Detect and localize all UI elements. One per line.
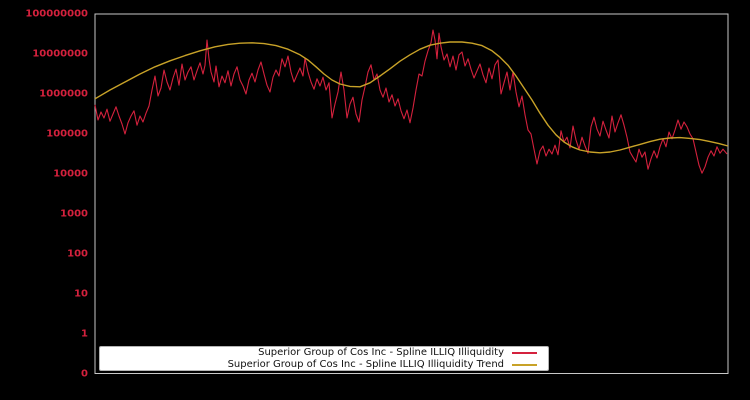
legend-entry-trend: Superior Group of Cos Inc - Spline ILLIQ… (228, 359, 537, 370)
legend-entry-illiquidity: Superior Group of Cos Inc - Spline ILLIQ… (258, 347, 537, 358)
legend-line-swatch-trend (512, 363, 537, 366)
legend-box: Superior Group of Cos Inc - Spline ILLIQ… (99, 346, 549, 371)
y-tick-label: 1000 (60, 208, 88, 220)
y-tick-label: 100 (67, 248, 88, 260)
y-tick-label: 0 (81, 368, 88, 379)
illiquidity-line (94, 29, 728, 174)
legend-label-trend: Superior Group of Cos Inc - Spline ILLIQ… (227, 359, 504, 370)
y-tick-label: 10000000 (32, 48, 88, 60)
y-tick-label: 100000000 (25, 8, 88, 20)
illiquidity-trend-line (94, 41, 729, 154)
y-tick-label: 100000 (46, 128, 88, 140)
y-tick-label: 10000 (53, 168, 88, 180)
legend-label-illiquidity: Superior Group of Cos Inc - Spline ILLIQ… (258, 347, 504, 358)
legend-line-swatch-illiquidity (512, 351, 537, 354)
y-tick-label: 1 (81, 328, 88, 340)
y-tick-label: 1000000 (39, 88, 88, 100)
plot-border (94, 13, 729, 374)
y-tick-label: 10 (74, 288, 88, 300)
